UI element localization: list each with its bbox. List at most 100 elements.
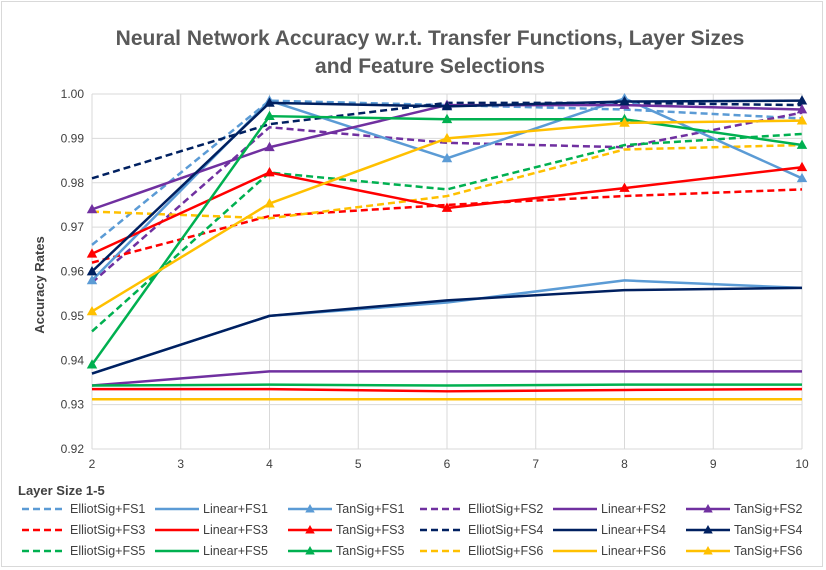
data-point-marker (86, 266, 98, 276)
series-linear-fs3 (92, 387, 803, 393)
data-point-marker (264, 110, 275, 121)
axes: 0.92 0.93 0.94 0.95 0.96 0.97 0.98 0.99 1.00 2 3 4 5… (61, 87, 809, 471)
series-line (92, 387, 803, 393)
data-point-marker (441, 100, 453, 111)
legend-marker (703, 504, 713, 513)
y-axis-title: Accuracy Rates (32, 236, 47, 334)
series-line (91, 383, 802, 387)
legend-label: TanSig+FS1 (336, 502, 404, 516)
data-point-marker (796, 139, 808, 149)
legend-label: ElliotSig+FS4 (468, 523, 543, 537)
data-point-marker (86, 305, 98, 316)
series-line (91, 132, 803, 333)
legend-label: ElliotSig+FS1 (70, 502, 145, 516)
legend-marker (305, 546, 315, 555)
legend-entry: ElliotSig+FS3 (22, 523, 145, 537)
series-elliotsig-fs5 (91, 132, 803, 333)
legend-label: ElliotSig+FS2 (468, 502, 543, 516)
data-point-marker (86, 359, 98, 369)
legend-entry: Linear+FS2 (553, 502, 666, 516)
series-elliotsig-fs1 (91, 99, 803, 246)
series-line (91, 143, 803, 220)
x-tick-label: 3 (177, 457, 184, 471)
series-tansig-fs5 (86, 110, 808, 369)
series-linear-fs5 (91, 383, 802, 387)
data-point-marker (796, 161, 808, 172)
series-elliotsig-fs6 (91, 143, 803, 220)
x-axis-title: Layer Size 1-5 (18, 483, 105, 498)
data-point-marker (441, 152, 453, 163)
legend-entry: TanSig+FS3 (288, 523, 404, 537)
data-point-marker (86, 274, 98, 285)
legend-marker (703, 525, 713, 534)
chart-title-line2: and Feature Selections (315, 55, 545, 78)
series-linear-fs2 (91, 370, 802, 387)
legend-label: Linear+FS1 (203, 502, 268, 516)
data-point-marker (441, 132, 453, 143)
x-tick-label: 7 (532, 457, 539, 471)
legend-entry: Linear+FS5 (155, 544, 268, 558)
x-tick-label: 9 (710, 457, 717, 471)
legend-entry: ElliotSig+FS6 (420, 544, 543, 558)
x-tick-label: 2 (89, 457, 96, 471)
y-tick-label: 0.98 (61, 176, 85, 190)
series-tansig-fs4 (86, 95, 808, 276)
y-tick-label: 0.99 (61, 131, 85, 145)
data-point-marker (619, 117, 630, 127)
legend-marker (305, 525, 315, 534)
series-linear-fs4 (91, 286, 803, 375)
legend-entry: TanSig+FS4 (686, 523, 802, 537)
chart-title-line1: Neural Network Accuracy w.r.t. Transfer … (116, 27, 745, 50)
y-tick-label: 0.94 (61, 353, 85, 367)
legend-marker (305, 504, 315, 513)
data-point-marker (619, 182, 630, 192)
legend-label: Linear+FS3 (203, 523, 268, 537)
legend-entry: ElliotSig+FS2 (420, 502, 543, 516)
data-point-marker (441, 113, 453, 124)
legend-label: TanSig+FS5 (336, 544, 404, 558)
data-point-marker (264, 167, 275, 177)
series-elliotsig-fs2 (91, 111, 803, 284)
legend-entry: Linear+FS1 (155, 502, 268, 516)
legend-entry: ElliotSig+FS4 (420, 523, 543, 537)
series-line (91, 188, 803, 264)
data-point-marker (796, 115, 808, 125)
x-tick-label: 5 (355, 457, 362, 471)
y-tick-label: 0.97 (61, 220, 85, 234)
series-line (91, 370, 802, 387)
legend-label: TanSig+FS4 (734, 523, 802, 537)
series-tansig-fs6 (86, 115, 808, 316)
y-tick-label: 0.92 (61, 442, 85, 456)
y-tick-label: 0.95 (61, 309, 85, 323)
legend-entry: TanSig+FS2 (686, 502, 802, 516)
data-point-marker (86, 248, 98, 258)
legend-label: Linear+FS2 (601, 502, 666, 516)
x-tick-label: 10 (795, 457, 809, 471)
data-point-marker (264, 198, 275, 208)
legend-entry: TanSig+FS5 (288, 544, 404, 558)
legend-label: Linear+FS4 (601, 523, 666, 537)
y-tick-label: 0.93 (61, 398, 85, 412)
data-point-marker (86, 203, 98, 214)
legend-entry: ElliotSig+FS5 (22, 544, 145, 558)
x-tick-label: 8 (621, 457, 628, 471)
legend: ElliotSig+FS1 Linear+FS1 TanSig+FS1 ElliotS… (22, 502, 802, 558)
data-point-marker (619, 96, 630, 106)
data-point-marker (796, 104, 808, 114)
x-tick-label: 6 (444, 457, 451, 471)
legend-label: Linear+FS5 (203, 544, 268, 558)
data-point-marker (796, 95, 808, 105)
legend-label: TanSig+FS3 (336, 523, 404, 537)
legend-label: ElliotSig+FS6 (468, 544, 543, 558)
data-point-marker (441, 202, 453, 212)
x-tick-label: 4 (266, 457, 273, 471)
data-point-marker (264, 141, 275, 152)
legend-entry: TanSig+FS1 (288, 502, 404, 516)
legend-entry: Linear+FS4 (553, 523, 666, 537)
legend-label: ElliotSig+FS5 (70, 544, 145, 558)
legend-label: ElliotSig+FS3 (70, 523, 145, 537)
series-line (91, 286, 803, 375)
legend-entry: Linear+FS6 (553, 544, 666, 558)
